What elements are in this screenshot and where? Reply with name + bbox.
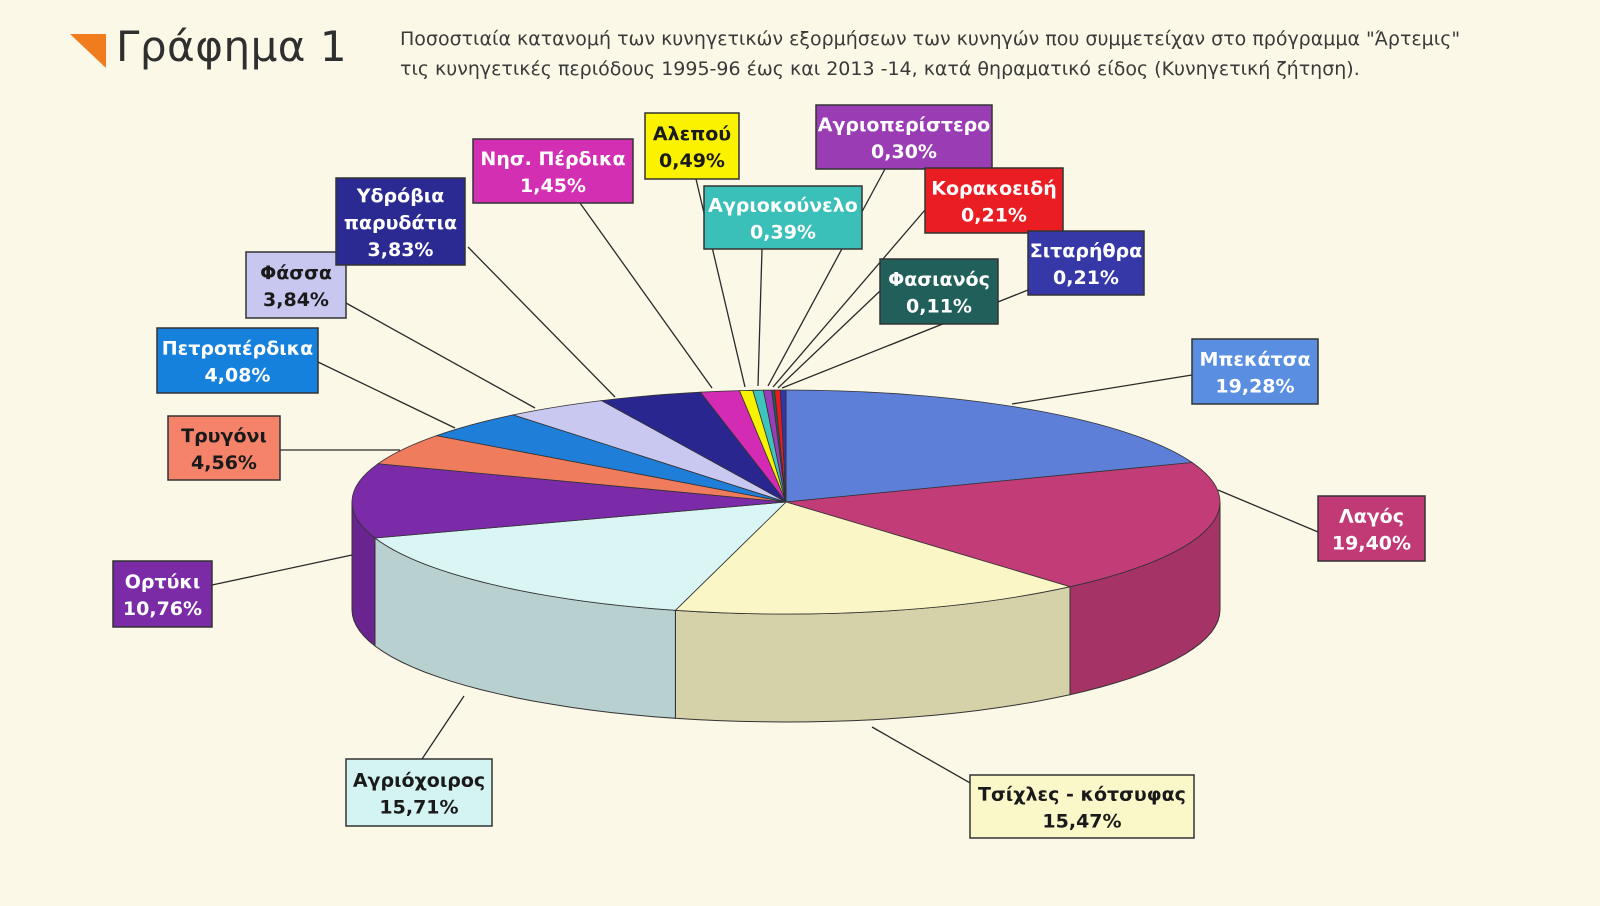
slice-value-σιταρήθρα: 0,21% [1053, 267, 1119, 289]
slice-label-σιταρήθρα: Σιταρήθρα 0,21% [1027, 230, 1145, 296]
slice-value-ορτύκι: 10,76% [123, 598, 202, 620]
leader-line-υδρόβια-παρυδάτια [467, 246, 616, 398]
pie-slice-μπεκάτσα [785, 389, 1194, 503]
slice-label-αγριοκούνελο: Αγριοκούνελο 0,39% [703, 185, 863, 250]
slice-labels: Μπεκάτσα 19,28% Λαγός 19,40% Τσίχλες - κότσυ… [112, 104, 1426, 839]
slice-name-πετροπέρδικα: Πετροπέρδικα [162, 338, 313, 360]
slice-label-box-τσίχλες-κότσυφας [969, 774, 1195, 839]
slice-value-πετροπέρδικα: 4,08% [205, 365, 271, 387]
slice-value-κορακοειδή: 0,21% [961, 205, 1027, 227]
leader-line-νησ-πέρδικα [579, 202, 713, 389]
leader-line-μπεκάτσα [1011, 374, 1193, 405]
pie-slice-τσίχλες-κότσυφας [674, 501, 1072, 615]
slice-label-τσίχλες-κότσυφας: Τσίχλες - κότσυφας 15,47% [969, 774, 1195, 839]
leader-line-αγριόχοιρος [421, 695, 465, 760]
slice-value-αγριοπερίστερο: 0,30% [871, 141, 937, 163]
slice-label-φασιανός: Φασιανός 0,11% [879, 258, 999, 325]
pie-slice-σιταρήθρα [779, 389, 787, 503]
slice-name-αλεπού: Αλεπού [653, 123, 731, 145]
slice-label-μπεκάτσα: Μπεκάτσα 19,28% [1191, 338, 1319, 405]
slice-name-νησ-πέρδικα: Νησ. Πέρδικα [480, 148, 625, 170]
slice-value-φασιανός: 0,11% [906, 296, 972, 318]
slice-label-ορτύκι: Ορτύκι 10,76% [112, 560, 213, 628]
pie-slice-ορτύκι [351, 463, 787, 539]
slice-label-πετροπέρδικα: Πετροπέρδικα 4,08% [156, 327, 319, 394]
slice-value-τσίχλες-κότσυφας: 15,47% [1042, 811, 1121, 833]
slice-label-φάσσα: Φάσσα 3,84% [245, 251, 347, 319]
slice-name-αγριοπερίστερο: Αγριοπερίστερο [818, 114, 990, 136]
slice-name-ορτύκι: Ορτύκι [125, 571, 201, 593]
slice-name-φάσσα: Φάσσα [260, 262, 332, 284]
slice-label-box-πετροπέρδικα [156, 327, 319, 394]
leader-line-λαγός [1217, 489, 1319, 533]
slice-name-φασιανός: Φασιανός [888, 269, 990, 291]
slice-label-box-αγριοκούνελο [703, 185, 863, 250]
slice-label-box-σιταρήθρα [1027, 230, 1145, 296]
chart-subtitle-line-1: Ποσοστιαία κατανομή των κυνηγετικών εξορ… [400, 28, 1461, 50]
slice-value-τρυγόνι: 4,56% [191, 452, 257, 474]
slice-label-νησ-πέρδικα: Νησ. Πέρδικα 1,45% [472, 138, 634, 204]
slice-value-αλεπού: 0,49% [659, 150, 725, 172]
slice-value-αγριόχοιρος: 15,71% [379, 797, 458, 819]
slice-name-λαγός: Λαγός [1339, 506, 1404, 528]
pie-sides [351, 501, 1221, 723]
chart-subtitle: Ποσοστιαία κατανομή των κυνηγετικών εξορ… [400, 24, 1580, 84]
leader-line-φασιανός [777, 290, 881, 389]
slice-name-υδρόβια-παρυδάτια: Υδρόβια [356, 185, 445, 207]
slice-name-κορακοειδή: Κορακοειδή [931, 178, 1057, 200]
slice-label-λαγός: Λαγός 19,40% [1317, 495, 1426, 562]
leader-line-πετροπέρδικα [317, 361, 456, 429]
slice-label-box-υδρόβια-παρυδάτια [335, 177, 466, 266]
slice-label-box-αγριοπερίστερο [815, 104, 993, 170]
pie-top [351, 389, 1221, 615]
slice-label-υδρόβια-παρυδάτια: Υδρόβια παρυδάτια 3,83% [335, 177, 466, 266]
slice-label-box-κορακοειδή [924, 167, 1064, 234]
slice-value-φάσσα: 3,84% [263, 289, 329, 311]
slice-label-αλεπού: Αλεπού 0,49% [644, 112, 740, 180]
chart-title: Γράφημα 1 [116, 22, 348, 71]
leader-line-αγριοκούνελο [757, 248, 763, 387]
slice-label-box-φασιανός [879, 258, 999, 325]
slice-value-λαγός: 19,40% [1332, 533, 1411, 555]
slice-name-σιταρήθρα: Σιταρήθρα [1030, 240, 1142, 262]
leader-line-φάσσα [345, 302, 536, 409]
slice-label-box-αλεπού [644, 112, 740, 180]
slice-name-αγριόχοιρος: Αγριόχοιρος [353, 770, 485, 792]
pie-slice-λαγός [785, 462, 1221, 588]
slice-label-box-λαγός [1317, 495, 1426, 562]
slice-label-box-νησ-πέρδικα [472, 138, 634, 204]
leader-line-κορακοειδή [772, 209, 926, 388]
slice-label-box-τρυγόνι [167, 415, 281, 481]
slice-label-αγριόχοιρος: Αγριόχοιρος 15,71% [345, 758, 493, 827]
slice-value-νησ-πέρδικα: 1,45% [520, 175, 586, 197]
slice-value-υδρόβια-παρυδάτια: 3,83% [368, 239, 434, 261]
slice-name-τρυγόνι: Τρυγόνι [181, 425, 267, 447]
title-triangle-icon [70, 34, 106, 68]
slice-name-υδρόβια-παρυδάτια: παρυδάτια [344, 212, 457, 234]
slice-value-μπεκάτσα: 19,28% [1215, 376, 1294, 398]
slice-label-αγριοπερίστερο: Αγριοπερίστερο 0,30% [815, 104, 993, 170]
slice-label-box-ορτύκι [112, 560, 213, 628]
slice-name-αγριοκούνελο: Αγριοκούνελο [708, 195, 858, 217]
chart-subtitle-line-2: τις κυνηγετικές περιόδους 1995-96 έως κα… [400, 58, 1360, 80]
slice-label-κορακοειδή: Κορακοειδή 0,21% [924, 167, 1064, 234]
slice-name-τσίχλες-κότσυφας: Τσίχλες - κότσυφας [978, 784, 1186, 806]
leader-line-αγριοπερίστερο [767, 168, 886, 387]
chart-header: Γράφημα 1 Ποσοστιαία κατανομή των κυνηγε… [0, 0, 1600, 100]
leader-line-ορτύκι [211, 554, 353, 586]
slice-label-τρυγόνι: Τρυγόνι 4,56% [167, 415, 281, 481]
slice-label-box-αγριόχοιρος [345, 758, 493, 827]
slice-name-μπεκάτσα: Μπεκάτσα [1199, 349, 1310, 371]
slice-value-αγριοκούνελο: 0,39% [750, 222, 816, 244]
slice-label-box-φάσσα [245, 251, 347, 319]
slice-label-box-μπεκάτσα [1191, 338, 1319, 405]
